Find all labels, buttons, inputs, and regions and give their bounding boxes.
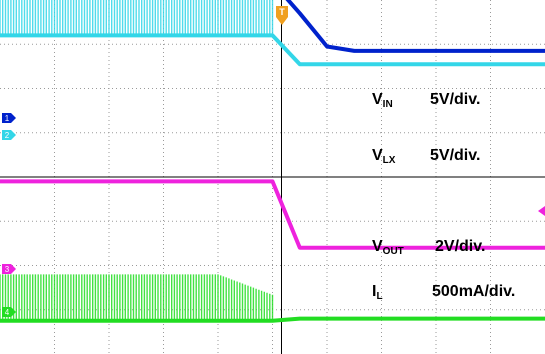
vout-label: VOUT [372, 238, 404, 257]
vout-line [0, 179, 545, 250]
vlx-label-sub: LX [383, 155, 396, 166]
il-switching [0, 274, 274, 321]
channel-1-label: 1 [5, 114, 10, 123]
il-trace [0, 274, 545, 323]
traces [0, 0, 545, 323]
channel-2-label: 2 [5, 131, 10, 140]
vlx-scale: 5V/div. [430, 147, 480, 164]
trigger-level-marker [538, 206, 545, 216]
il-label: IL [372, 283, 383, 302]
vin-scale: 5V/div. [430, 91, 480, 108]
vin-label: VIN [372, 91, 393, 110]
channel-1-marker: 1 [2, 113, 16, 123]
vout-label-sub: OUT [383, 246, 404, 257]
il-line [0, 316, 545, 323]
vout-label-main: V [372, 238, 383, 255]
vin-label-main: V [372, 91, 383, 108]
trigger-marker-label: T [279, 7, 285, 17]
vin-line [285, 0, 545, 53]
il-label-main: I [372, 283, 376, 300]
channel-markers: 1 2 3 4 [2, 113, 16, 317]
channel-3-marker: 3 [2, 264, 16, 274]
vlx-trace [0, 0, 545, 67]
vin-trace [285, 0, 545, 53]
channel-4-marker: 4 [2, 307, 16, 317]
vout-scale: 2V/div. [435, 238, 485, 255]
vout-trace [0, 179, 545, 250]
trigger-marker: T [276, 6, 288, 25]
vlx-switching [0, 0, 274, 36]
channel-4-label: 4 [5, 308, 10, 317]
channel-2-marker: 2 [2, 130, 16, 140]
il-label-sub: L [376, 291, 382, 302]
vlx-line [0, 33, 545, 67]
channel-3-label: 3 [5, 265, 10, 274]
vin-label-sub: IN [383, 99, 393, 110]
vlx-label: VLX [372, 147, 396, 166]
vlx-label-main: V [372, 147, 383, 164]
il-scale: 500mA/div. [432, 283, 515, 300]
